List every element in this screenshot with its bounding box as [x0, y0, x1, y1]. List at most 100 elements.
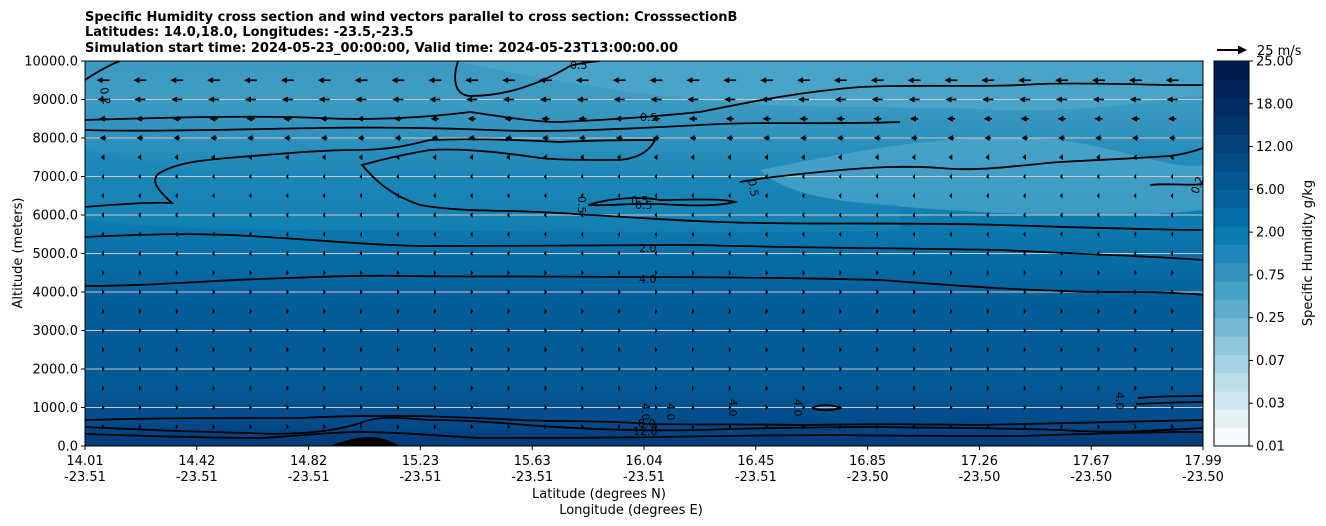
wind-arrow — [618, 404, 621, 411]
wind-arrow — [212, 289, 216, 295]
wind-arrow — [726, 135, 733, 141]
contour-label: 0.5 — [575, 196, 588, 214]
contour-0.5-loop — [85, 138, 1203, 231]
wind-arrow — [981, 77, 995, 84]
wind-arrow — [433, 308, 437, 315]
wind-arrow — [950, 289, 953, 295]
colorbar-segment — [1214, 244, 1249, 264]
colorbar-segment — [1214, 207, 1249, 227]
contour-0.5-top — [454, 61, 601, 97]
wind-arrow — [618, 385, 621, 392]
wind-arrow — [507, 192, 510, 199]
wind-arrow — [689, 135, 697, 141]
wind-arrow — [765, 173, 768, 180]
wind-arrow — [1171, 289, 1174, 295]
quiver-key: 25 m/s — [1217, 44, 1302, 59]
wind-arrow — [470, 308, 474, 315]
wind-arrow — [986, 269, 990, 276]
colorbar-segment — [1214, 61, 1249, 80]
wind-arrow — [763, 135, 770, 141]
wind-arrow — [544, 366, 547, 372]
wind-arrow — [1060, 346, 1064, 353]
wind-arrow — [101, 231, 104, 238]
x-tick-label-lon: -23.51 — [288, 470, 330, 485]
wind-arrow — [801, 250, 805, 257]
wind-arrow — [1060, 423, 1064, 430]
moist-tongue — [85, 150, 900, 233]
wind-arrow — [653, 154, 658, 161]
wind-arrow — [800, 135, 807, 141]
wind-arrow — [397, 404, 400, 411]
wind-arrow — [765, 346, 769, 353]
y-tick-label: 8000.0 — [33, 132, 79, 147]
wind-arrow — [1023, 289, 1027, 295]
wind-arrow — [544, 308, 547, 315]
wind-arrow — [614, 115, 624, 122]
wind-arrow — [138, 423, 142, 430]
wind-arrow — [212, 308, 216, 315]
x-tick-label-lat: 17.99 — [1184, 454, 1221, 469]
wind-arrow — [949, 173, 952, 180]
wind-arrow — [102, 289, 105, 295]
wind-arrow — [397, 327, 400, 334]
wind-arrow — [651, 115, 661, 122]
wind-arrow — [1096, 173, 1100, 180]
wind-arrow — [360, 308, 363, 315]
contour-labels: 0.2 0.5 0.5 0.5 0.5 0.5 0.5 2.0 4.0 4.0 … — [97, 59, 1207, 438]
colorbar-segment — [1214, 299, 1249, 319]
wind-arrow — [985, 154, 990, 161]
wind-arrow — [690, 154, 695, 161]
wind-arrow — [871, 96, 883, 103]
wind-arrow — [360, 289, 363, 295]
wind-arrow — [986, 346, 990, 353]
wind-arrow — [207, 77, 221, 84]
wind-arrow — [543, 192, 547, 199]
wind-arrow — [323, 308, 326, 315]
wind-arrow — [613, 96, 625, 103]
wind-arrow — [839, 289, 842, 295]
wind-arrow — [1020, 115, 1029, 122]
wind-arrow — [175, 404, 179, 411]
contour-label: 0.5 — [745, 178, 761, 197]
wind-arrow — [393, 115, 403, 122]
wind-arrow — [138, 173, 141, 180]
wind-arrow — [945, 96, 957, 103]
wind-arrow — [102, 269, 105, 276]
wind-arrow — [286, 308, 289, 315]
wind-arrow — [949, 192, 952, 199]
wind-arrow — [134, 96, 146, 103]
y-axis-label: Altitude (meters) — [11, 198, 26, 309]
wind-arrow — [286, 423, 289, 430]
wind-arrow — [728, 192, 731, 199]
wind-arrow — [1097, 289, 1100, 295]
wind-arrow — [838, 154, 842, 161]
wind-arrow — [765, 250, 768, 257]
wind-arrow — [875, 231, 879, 238]
wind-arrow — [210, 135, 217, 141]
wind-arrow — [913, 385, 916, 392]
wind-arrow — [618, 269, 621, 276]
y-tick-label: 1000.0 — [33, 401, 79, 416]
wind-arrow — [318, 96, 330, 103]
wind-arrow — [1134, 366, 1137, 372]
wind-arrow — [171, 96, 183, 103]
wind-arrow — [765, 212, 768, 218]
wind-arrow — [320, 135, 328, 141]
wind-arrow — [470, 212, 473, 218]
wind-arrow — [433, 327, 437, 334]
wind-arrow — [433, 366, 437, 372]
wind-arrow — [397, 289, 400, 295]
colorbar-segment — [1214, 134, 1249, 154]
wind-arrow — [986, 366, 990, 372]
contour-label: 0.5 — [635, 199, 653, 212]
wind-arrow — [470, 327, 474, 334]
wind-arrow — [322, 250, 326, 257]
wind-arrow — [212, 269, 216, 276]
wind-arrow — [838, 192, 842, 199]
wind-arrow — [212, 250, 215, 257]
colorbar-tick-label: 25.00 — [1256, 55, 1293, 70]
wind-arrow — [655, 289, 658, 295]
wind-arrow — [1023, 346, 1027, 353]
wind-arrow — [175, 212, 178, 218]
wind-arrow — [1060, 289, 1064, 295]
